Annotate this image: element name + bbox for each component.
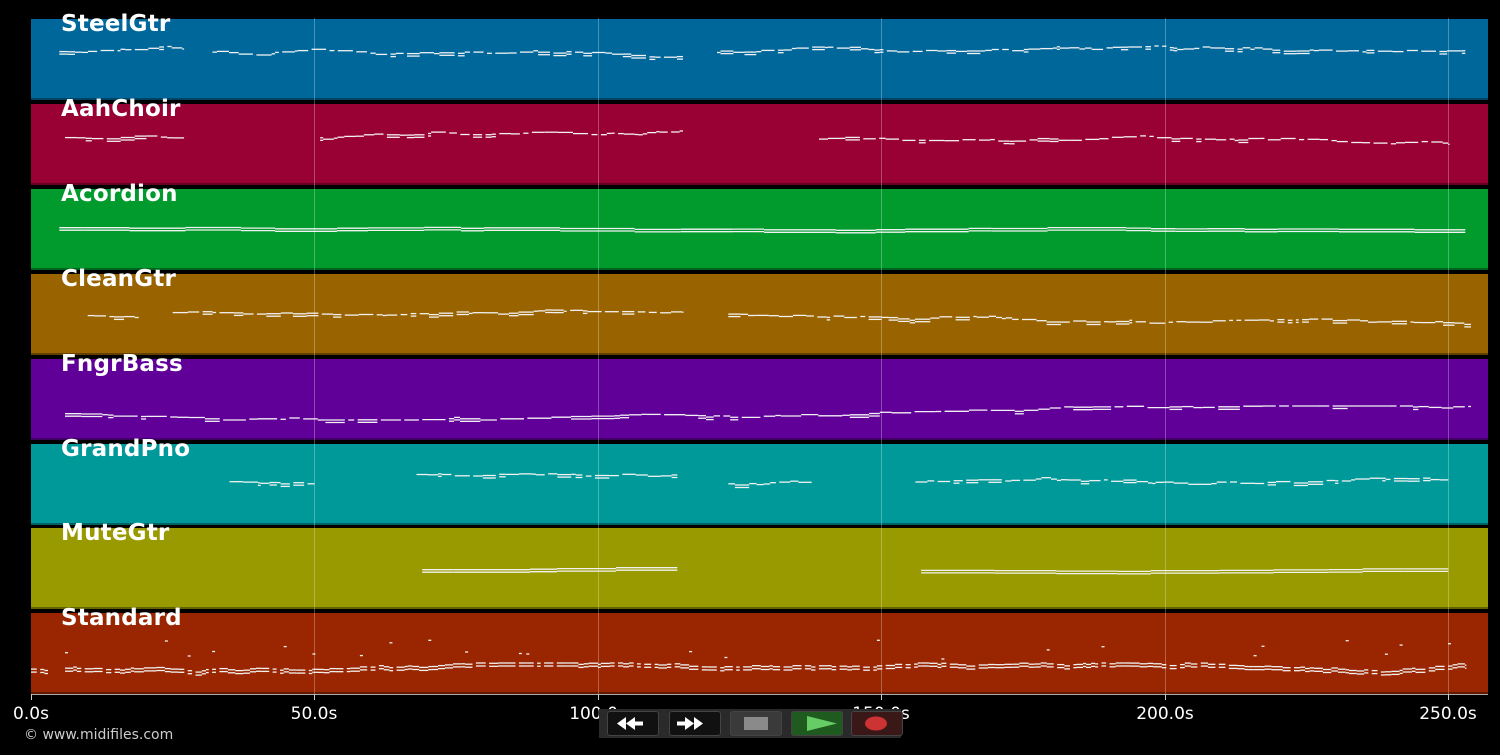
track-acordion[interactable]: Acordion xyxy=(31,181,1488,270)
note-lane xyxy=(31,639,1467,676)
play-button[interactable] xyxy=(791,711,843,736)
track-standard[interactable]: Standard xyxy=(31,605,1488,694)
track-name: AahChoir xyxy=(61,96,181,122)
stop-button[interactable] xyxy=(730,711,782,736)
track-steelgtr[interactable]: SteelGtr xyxy=(31,11,1488,100)
note-lane xyxy=(65,405,1471,424)
note-lane xyxy=(59,45,1466,61)
rewind-icon xyxy=(617,717,643,730)
note-lane xyxy=(65,130,1450,145)
fast-forward-icon xyxy=(677,717,703,730)
note-lane xyxy=(59,226,1466,234)
track-name: SteelGtr xyxy=(61,11,171,37)
fast-forward-button[interactable] xyxy=(669,711,721,736)
stop-icon xyxy=(744,717,768,730)
rewind-button[interactable] xyxy=(607,711,659,736)
track-name: CleanGtr xyxy=(61,266,177,292)
axis-tick-label: 0.0s xyxy=(13,704,49,724)
axis-tick xyxy=(881,694,882,700)
credit-text: © www.midifiles.com xyxy=(24,727,174,743)
record-button[interactable] xyxy=(851,711,903,736)
note-lane xyxy=(87,309,1471,328)
track-cleangtr[interactable]: CleanGtr xyxy=(31,266,1488,355)
axis-tick-label: 200.0s xyxy=(1136,704,1194,724)
track-name: GrandPno xyxy=(61,436,191,462)
track-name: MuteGtr xyxy=(61,520,170,546)
track-mutegtr[interactable]: MuteGtr xyxy=(31,520,1488,609)
note-lane xyxy=(422,567,1449,575)
axis-tick xyxy=(314,694,315,700)
time-axis-line xyxy=(31,694,1488,695)
track-fngrbass[interactable]: FngrBass xyxy=(31,351,1488,440)
axis-tick-label: 250.0s xyxy=(1419,704,1477,724)
track-name: Acordion xyxy=(61,181,178,207)
record-icon xyxy=(865,716,887,731)
play-icon xyxy=(807,716,837,731)
track-aahchoir[interactable]: AahChoir xyxy=(31,96,1488,185)
axis-tick-label: 50.0s xyxy=(290,704,338,724)
axis-tick xyxy=(1448,694,1449,700)
axis-tick xyxy=(31,694,32,700)
track-grandpno[interactable]: GrandPno xyxy=(31,436,1488,525)
track-name: FngrBass xyxy=(61,351,183,377)
note-lane xyxy=(229,473,1449,489)
track-name: Standard xyxy=(61,605,182,631)
transport-bar xyxy=(599,709,903,738)
axis-tick xyxy=(1165,694,1166,700)
axis-tick xyxy=(598,694,599,700)
